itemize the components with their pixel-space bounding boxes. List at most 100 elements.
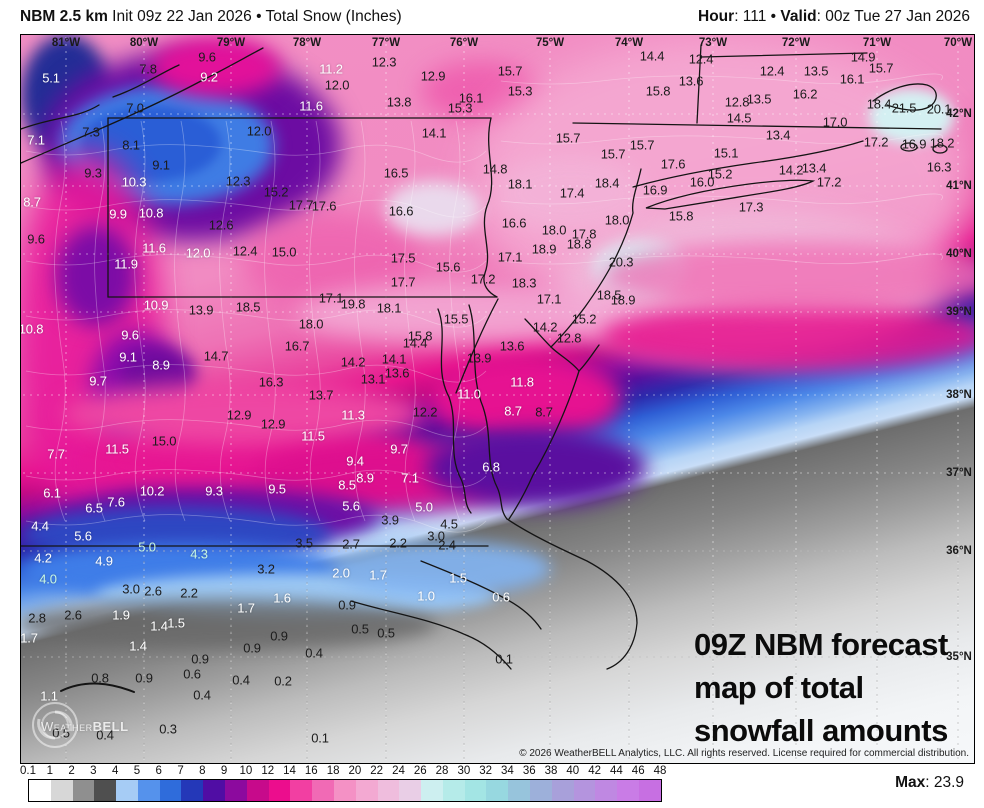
colorbar-tick-label: 12 bbox=[261, 765, 275, 777]
snow-value-label: 10.8 bbox=[20, 321, 44, 337]
snow-value-label: 7.8 bbox=[139, 61, 157, 77]
map-title: NBM 2.5 km Init 09z 22 Jan 2026 • Total … bbox=[20, 8, 402, 26]
snow-value-label: 7.7 bbox=[47, 446, 65, 462]
snow-value-label: 15.2 bbox=[263, 184, 289, 200]
colorbar-segment bbox=[638, 780, 661, 801]
snow-value-label: 1.0 bbox=[417, 588, 435, 604]
snow-value-label: 13.7 bbox=[308, 387, 334, 403]
colorbar-tick-label: 1 bbox=[46, 765, 53, 777]
longitude-label: 72°W bbox=[781, 37, 811, 49]
colorbar-tick-label: 20 bbox=[348, 765, 362, 777]
snow-value-label: 15.3 bbox=[447, 100, 473, 116]
snow-value-label: 14.2 bbox=[532, 319, 558, 335]
model-name: NBM 2.5 km bbox=[20, 8, 108, 25]
snow-value-label: 12.0 bbox=[324, 77, 350, 93]
colorbar-tick-label: 42 bbox=[588, 765, 602, 777]
snow-value-label: 17.1 bbox=[497, 249, 523, 265]
snow-value-label: 2.6 bbox=[144, 583, 162, 599]
colorbar-segment bbox=[94, 780, 117, 801]
snow-value-label: 12.9 bbox=[226, 407, 252, 423]
colorbar-segment bbox=[595, 780, 618, 801]
colorbar-segment bbox=[399, 780, 422, 801]
valid-time: Hour: 111 • Valid: 00z Tue 27 Jan 2026 bbox=[698, 8, 970, 26]
snow-value-label: 15.7 bbox=[497, 63, 523, 79]
snow-value-label: 16.1 bbox=[458, 90, 484, 106]
snow-value-label: 15.3 bbox=[507, 83, 533, 99]
snow-value-label: 10.8 bbox=[138, 205, 164, 221]
snow-value-label: 12.3 bbox=[225, 173, 251, 189]
latitude-label: 37°N bbox=[946, 467, 972, 479]
snow-value-label: 0.5 bbox=[377, 625, 395, 641]
snow-value-label: 9.3 bbox=[205, 483, 223, 499]
snow-value-label: 15.8 bbox=[645, 83, 671, 99]
latitude-label: 42°N bbox=[946, 108, 972, 120]
longitude-label: 75°W bbox=[535, 37, 565, 49]
snow-value-label: 0.8 bbox=[91, 670, 109, 686]
snow-value-label: 9.7 bbox=[89, 373, 107, 389]
snow-value-label: 7.0 bbox=[126, 100, 144, 116]
snow-value-label: 17.0 bbox=[822, 114, 848, 130]
colorbar-segment bbox=[29, 780, 51, 801]
contour-patch bbox=[21, 599, 436, 649]
snow-value-label: 15.0 bbox=[271, 244, 297, 260]
snow-value-label: 18.4 bbox=[866, 96, 892, 112]
snow-value-label: 11.5 bbox=[105, 441, 129, 457]
map-vectors bbox=[21, 37, 971, 761]
contour-patch bbox=[151, 37, 281, 97]
snow-value-label: 18.8 bbox=[566, 236, 592, 252]
snow-value-label: 1.5 bbox=[449, 570, 467, 586]
snow-value-label: 0.1 bbox=[311, 730, 329, 746]
snow-value-label: 10.3 bbox=[121, 174, 147, 190]
snow-value-label: 15.7 bbox=[868, 60, 894, 76]
colorbar-segment bbox=[486, 780, 509, 801]
colorbar-tick-label: 26 bbox=[413, 765, 427, 777]
snow-value-label: 17.6 bbox=[311, 198, 337, 214]
colorbar-segment bbox=[442, 780, 465, 801]
snow-value-label: 9.9 bbox=[109, 206, 127, 222]
snow-value-label: 2.0 bbox=[332, 565, 350, 581]
snow-value-label: 13.6 bbox=[499, 338, 525, 354]
colorbar-tick-label: 10 bbox=[239, 765, 253, 777]
snow-value-label: 18.2 bbox=[929, 135, 955, 151]
snow-value-label: 17.5 bbox=[390, 250, 416, 266]
snow-value-label: 12.4 bbox=[232, 243, 258, 259]
snow-value-label: 18.5 bbox=[235, 299, 261, 315]
snow-value-label: 17.6 bbox=[660, 156, 686, 172]
snow-value-label: 8.7 bbox=[23, 194, 41, 210]
contour-patch bbox=[56, 226, 136, 326]
colorbar-tick-label: 30 bbox=[457, 765, 471, 777]
latitude-label: 41°N bbox=[946, 180, 972, 192]
longitude-label: 78°W bbox=[292, 37, 322, 49]
snow-value-label: 12.6 bbox=[208, 217, 234, 233]
colorbar-segment bbox=[377, 780, 400, 801]
caption-line-1: 09Z NBM forecast bbox=[694, 627, 948, 662]
snow-value-label: 12.8 bbox=[556, 330, 582, 346]
colorbar-segment bbox=[421, 780, 443, 801]
snow-value-label: 14.4 bbox=[402, 335, 428, 351]
snow-value-label: 5.6 bbox=[342, 498, 360, 514]
colorbar-segment bbox=[50, 780, 73, 801]
snow-value-label: 3.9 bbox=[381, 512, 399, 528]
longitude-label: 80°W bbox=[129, 37, 159, 49]
snow-value-label: 16.1 bbox=[839, 71, 865, 87]
snow-value-label: 16.5 bbox=[383, 165, 409, 181]
longitude-label: 79°W bbox=[216, 37, 246, 49]
snow-value-label: 16.0 bbox=[689, 174, 715, 190]
snow-value-label: 11.8 bbox=[510, 374, 534, 390]
snow-value-label: 1.9 bbox=[112, 607, 130, 623]
snow-value-label: 7.1 bbox=[401, 470, 419, 486]
snow-value-label: 13.5 bbox=[803, 63, 829, 79]
snow-value-label: 15.7 bbox=[629, 137, 655, 153]
longitude-label: 76°W bbox=[449, 37, 479, 49]
snow-value-label: 11.3 bbox=[341, 407, 365, 423]
colorbar-tick-label: 32 bbox=[479, 765, 493, 777]
longitude-label: 74°W bbox=[614, 37, 644, 49]
snow-value-label: 16.9 bbox=[901, 136, 927, 152]
colorbar-segment bbox=[181, 780, 204, 801]
colorbar-tick-label: 5 bbox=[133, 765, 141, 777]
snow-value-label: 13.8 bbox=[386, 94, 412, 110]
colorbar-segment bbox=[573, 780, 596, 801]
snow-value-label: 4.0 bbox=[39, 571, 57, 587]
snow-value-label: 18.1 bbox=[507, 176, 533, 192]
longitude-label: 70°W bbox=[943, 37, 973, 49]
